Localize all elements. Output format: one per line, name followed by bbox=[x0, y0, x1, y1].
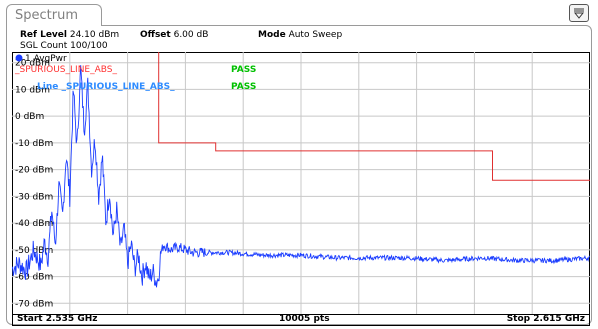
trace-label: 1 AvgPwr bbox=[25, 54, 67, 64]
spectrum-plot: 20 dBm 10 dBm 0 dBm -10 dBm -20 dBm -30 dBm -4… bbox=[12, 52, 590, 314]
limit-line-2-label: Line _SPURIOUS_LINE_ABS_ bbox=[37, 82, 175, 92]
limit-line-path bbox=[158, 52, 590, 181]
start-frequency: Start 2.535 GHz bbox=[17, 314, 98, 324]
limit-line-2-status: PASS bbox=[231, 82, 256, 92]
y-tick-label: -60 dBm bbox=[15, 273, 53, 283]
limit-line bbox=[158, 52, 590, 181]
tab-title: Spectrum bbox=[15, 8, 78, 23]
offset-info: Offset 6.00 dB bbox=[140, 30, 209, 40]
y-tick-label: -30 dBm bbox=[15, 192, 53, 202]
y-tick-label: 0 dBm bbox=[15, 112, 44, 122]
legend: 1 AvgPwr _SPURIOUS_LINE_ABS_ PASS Line _… bbox=[14, 54, 256, 92]
y-tick-label: -20 dBm bbox=[15, 166, 53, 176]
trace-path bbox=[12, 65, 590, 288]
menu-icon[interactable] bbox=[569, 4, 589, 22]
sgl-count: SGL Count 100/100 bbox=[20, 41, 108, 51]
y-tick-label: 10 dBm bbox=[15, 85, 50, 95]
trace bbox=[12, 65, 590, 288]
trace-marker-icon bbox=[15, 54, 23, 62]
sweep-points: 10005 pts bbox=[279, 314, 330, 324]
grid bbox=[12, 52, 590, 314]
y-tick-label: -70 dBm bbox=[15, 299, 53, 309]
y-tick-label: -40 dBm bbox=[15, 219, 53, 229]
y-tick-label: -10 dBm bbox=[15, 139, 53, 149]
y-tick-label: 20 dBm bbox=[15, 59, 50, 69]
stop-frequency: Stop 2.615 GHz bbox=[506, 314, 585, 324]
limit-line-1-status: PASS bbox=[231, 65, 256, 75]
footer-bar: Start 2.535 GHz 10005 pts Stop 2.615 GHz bbox=[12, 314, 590, 326]
mode-info: Mode Auto Sweep bbox=[258, 30, 343, 40]
ref-level-info: Ref Level 24.10 dBm bbox=[20, 30, 120, 40]
spectrum-tab[interactable]: Spectrum bbox=[6, 4, 102, 26]
limit-line-1-label: _SPURIOUS_LINE_ABS_ bbox=[14, 65, 117, 75]
